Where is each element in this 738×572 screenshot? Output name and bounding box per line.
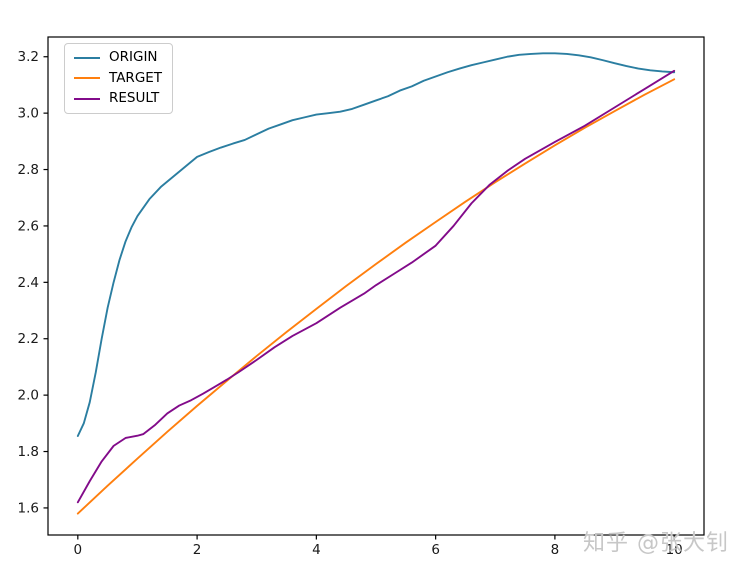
- legend-label-origin: ORIGIN: [109, 49, 158, 65]
- legend: ORIGIN TARGET RESULT: [64, 43, 173, 114]
- axes-spines: [47, 36, 705, 536]
- y-tick-label: 2.0: [18, 388, 39, 404]
- y-tick-label: 1.6: [18, 500, 39, 516]
- y-tick-label: 2.6: [18, 218, 39, 234]
- y-tick-label: 3.2: [18, 49, 39, 65]
- series-line-origin: [76, 52, 676, 437]
- legend-item-target: TARGET: [74, 69, 163, 86]
- x-tick-label: 2: [193, 542, 202, 558]
- legend-item-result: RESULT: [74, 90, 162, 106]
- legend-item-origin: ORIGIN: [74, 49, 162, 65]
- x-tick-label: 0: [74, 542, 83, 558]
- legend-label-result: RESULT: [109, 90, 160, 106]
- series-line-target: [76, 78, 676, 515]
- watermark: 知乎 @张大钊: [583, 531, 729, 556]
- y-tick-label: 2.8: [18, 162, 39, 178]
- legend-label-target: TARGET: [109, 69, 163, 86]
- target-line-swatch: [74, 77, 100, 80]
- x-tick-label: 8: [551, 542, 560, 558]
- x-tick-label: 10: [666, 542, 683, 558]
- x-tick-label: 6: [431, 542, 440, 558]
- y-tick-label: 1.8: [18, 444, 39, 460]
- y-tick-label: 2.4: [18, 275, 39, 291]
- origin-line-swatch: [74, 56, 100, 59]
- series-line-result: [76, 69, 676, 504]
- y-tick-label: 2.2: [18, 331, 39, 347]
- x-tick-label: 4: [312, 542, 321, 558]
- result-line-swatch: [74, 97, 100, 100]
- y-tick-label: 3.0: [18, 106, 39, 122]
